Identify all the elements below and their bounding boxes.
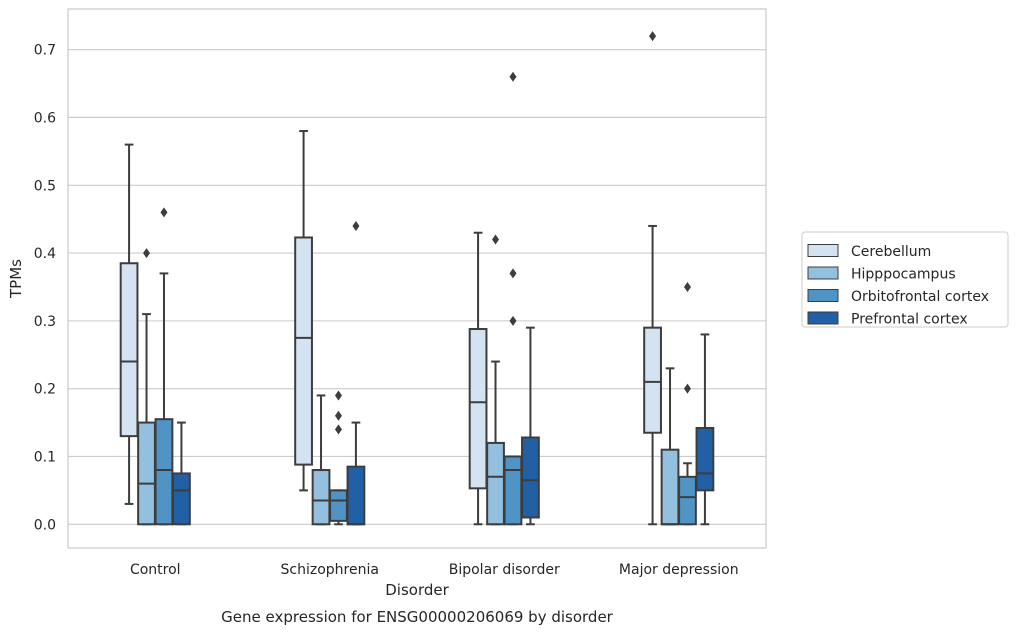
outlier-point	[143, 248, 151, 259]
outlier-point	[509, 268, 517, 279]
legend-label: Orbitofrontal cortex	[851, 289, 989, 305]
outlier-point	[334, 390, 342, 401]
box-body	[154, 418, 174, 526]
box-body	[137, 421, 156, 526]
y-tick-label: 0.2	[34, 382, 56, 398]
box-item	[119, 143, 139, 505]
box-body	[468, 328, 488, 490]
x-tick-label: Bipolar disorder	[449, 562, 560, 578]
outlier-point	[334, 424, 342, 435]
box-body	[172, 472, 191, 526]
box-body	[660, 448, 680, 526]
legend-frame	[801, 231, 1009, 328]
legend-item: Orbitofrontal cortex	[807, 289, 989, 305]
series-prefrontal-cortex	[172, 220, 715, 526]
box-item	[521, 326, 540, 526]
box-item	[137, 248, 156, 526]
legend-swatch	[807, 311, 839, 325]
outlier-point	[352, 220, 360, 231]
outlier-point	[683, 281, 691, 292]
legend-swatch	[807, 244, 839, 257]
series-orbitofrontal-cortex	[154, 71, 697, 526]
outlier-point	[334, 410, 342, 421]
legend-label: Hipppocampus	[851, 267, 956, 283]
outlier-point	[509, 315, 517, 326]
box-body	[503, 455, 523, 526]
box-body	[346, 465, 366, 526]
legend-swatch	[807, 266, 839, 280]
series-cerebellum	[119, 31, 662, 526]
legend-swatch	[807, 289, 839, 302]
y-axis-label: TPMs	[7, 259, 25, 299]
box-body	[311, 469, 331, 526]
legend-label: Cerebellum	[851, 244, 931, 260]
box-item	[660, 367, 680, 526]
box-item	[678, 281, 697, 526]
box-item	[294, 130, 313, 492]
outlier-point	[509, 71, 517, 82]
box-item	[311, 394, 331, 526]
box-item	[172, 421, 191, 526]
box-series	[119, 31, 715, 526]
x-axis-ticks: Control Schizophrenia Bipolar disorder Majo…	[130, 562, 739, 578]
x-axis-label: Disorder	[385, 581, 449, 599]
plot-frame	[67, 8, 767, 549]
box-item	[329, 390, 348, 526]
box-body	[329, 489, 348, 522]
box-body	[695, 426, 715, 492]
box-body	[294, 236, 313, 466]
x-tick-label: Major depression	[619, 562, 739, 578]
x-tick-label: Control	[130, 562, 181, 578]
y-tick-label: 0.5	[34, 178, 56, 194]
series-hipppocampus	[137, 234, 680, 526]
box-body	[486, 441, 505, 526]
x-tick-label: Schizophrenia	[281, 562, 379, 578]
box-body	[119, 262, 139, 438]
chart-caption: Gene expression for ENSG00000206069 by d…	[221, 608, 614, 626]
outlier-point	[160, 207, 168, 218]
y-tick-label: 0.7	[34, 43, 56, 59]
box-item	[503, 71, 523, 526]
box-item	[468, 231, 488, 526]
outlier-point	[683, 383, 691, 394]
outlier-point	[649, 31, 657, 42]
y-tick-label: 0.6	[34, 110, 56, 126]
outlier-point	[492, 234, 500, 245]
legend-label: Prefrontal cortex	[851, 312, 968, 328]
y-tick-label: 0.0	[34, 517, 56, 533]
legend-item: Prefrontal cortex	[807, 311, 968, 328]
legend-item: Hipppocampus	[807, 266, 956, 283]
y-tick-label: 0.3	[34, 314, 56, 330]
box-item	[695, 333, 715, 526]
box-item	[486, 234, 505, 526]
y-axis-ticks: 0.0 0.1 0.2 0.3 0.4 0.5 0.6 0.7	[34, 43, 56, 534]
legend: Cerebellum Hipppocampus Orbitofrontal cort…	[801, 231, 1009, 328]
y-tick-label: 0.1	[34, 449, 56, 465]
legend-item: Cerebellum	[807, 244, 931, 260]
y-tick-label: 0.4	[34, 246, 56, 262]
box-item	[154, 207, 174, 526]
gridlines	[68, 49, 766, 525]
box-item	[346, 220, 366, 526]
box-body	[678, 475, 697, 526]
box-item	[643, 31, 662, 526]
box-body	[643, 326, 662, 434]
box-body	[521, 436, 540, 519]
